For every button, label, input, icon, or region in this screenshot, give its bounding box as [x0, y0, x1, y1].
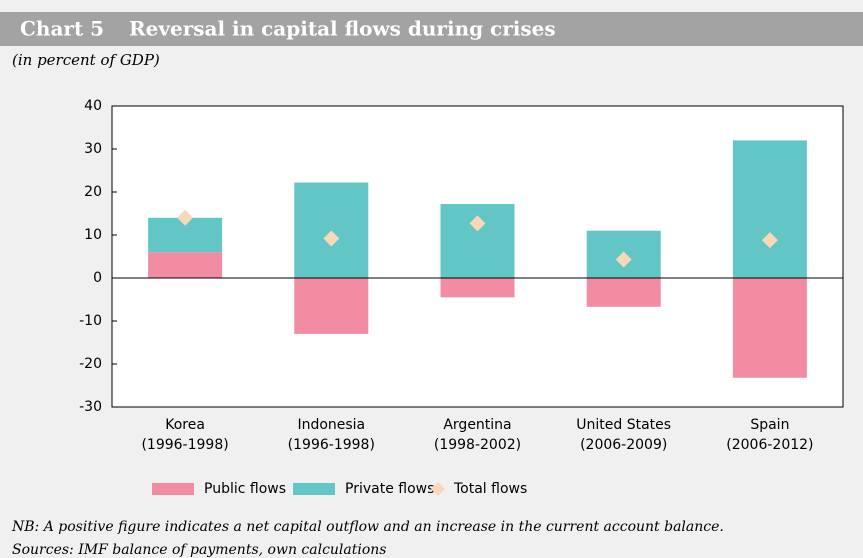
- legend-swatch: [431, 482, 445, 496]
- y-tick-label: 0: [93, 270, 102, 286]
- legend-swatch: [293, 483, 335, 495]
- legend-label: Private flows: [345, 481, 434, 497]
- chart-title: Reversal in capital flows during crises: [129, 17, 556, 41]
- x-tick-label: Argentina (1998-2002): [434, 417, 521, 453]
- y-tick-label: -10: [79, 313, 102, 329]
- y-tick-label: 40: [84, 98, 102, 114]
- x-tick-label: Indonesia (1996-1998): [288, 417, 375, 453]
- total-marker: [177, 209, 194, 226]
- bar: [294, 182, 369, 278]
- total-marker: [761, 232, 778, 249]
- bar: [732, 140, 807, 278]
- y-tick-label: -20: [79, 356, 102, 372]
- x-tick-label: United States (2006-2009): [576, 417, 671, 453]
- legend-label: Public flows: [204, 481, 286, 497]
- bar: [440, 278, 515, 298]
- bar: [148, 252, 223, 278]
- legend-label: Total flows: [453, 481, 527, 497]
- chart-subtitle: (in percent of GDP): [12, 51, 160, 69]
- total-marker: [323, 230, 340, 247]
- y-tick-label: 30: [84, 141, 102, 157]
- bar: [294, 278, 369, 334]
- y-tick-label: -30: [79, 399, 102, 415]
- total-marker: [615, 251, 632, 268]
- x-tick-label: Korea (1996-1998): [141, 417, 228, 453]
- y-tick-label: 20: [84, 184, 102, 200]
- bar: [440, 204, 515, 278]
- bar: [586, 278, 661, 307]
- footnote: NB: A positive figure indicates a net ca…: [11, 519, 724, 535]
- footnote: Sources: IMF balance of payments, own ca…: [12, 542, 387, 558]
- y-tick-label: 10: [84, 227, 102, 243]
- header-bar: [0, 12, 863, 46]
- bar: [732, 278, 807, 378]
- total-marker: [469, 215, 486, 232]
- x-tick-label: Spain (2006-2012): [726, 417, 813, 453]
- legend-swatch: [152, 483, 194, 495]
- chart-label: Chart 5: [20, 17, 104, 41]
